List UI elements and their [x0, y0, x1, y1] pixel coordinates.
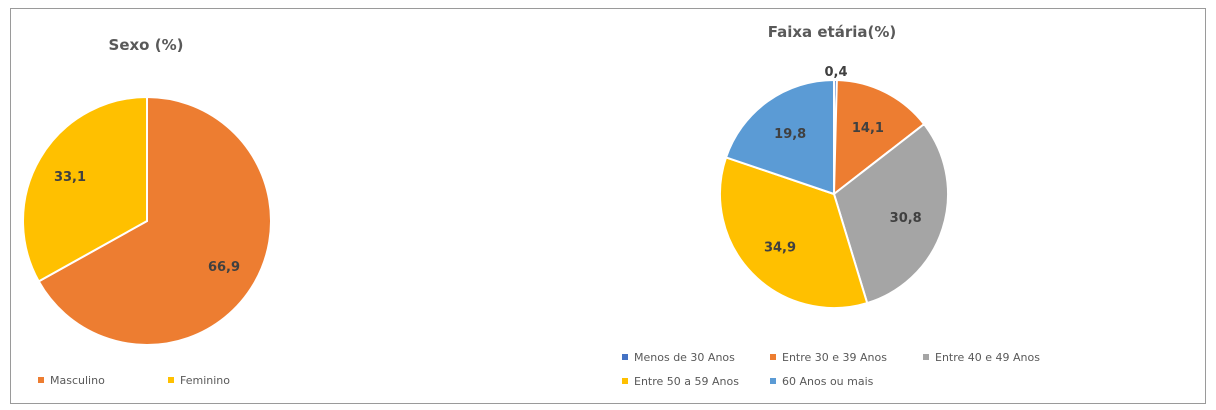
- legend-swatch: [622, 378, 628, 384]
- pie-slice-60-anos-ou-mais: [724, 78, 835, 196]
- data-label-menos-de-30-anos: 0,4: [824, 65, 847, 80]
- pie-slice-entre-50-a-59-anos: [719, 156, 869, 310]
- age-pie-slices: [719, 78, 949, 310]
- legend-swatch: [38, 377, 44, 383]
- data-label-masculino: 66,9: [208, 260, 240, 275]
- pie-slice-entre-40-e-49-anos: [832, 122, 949, 305]
- legend-swatch: [168, 377, 174, 383]
- legend-swatch: [770, 378, 776, 384]
- legend-swatch: [622, 354, 628, 360]
- chart-frame: [10, 8, 1206, 404]
- sex-pie-labels: 66,9 33,1: [54, 170, 240, 275]
- legend-label: Menos de 30 Anos: [634, 351, 735, 364]
- legend-item-entre-50-a-59-anos: Entre 50 a 59 Anos: [622, 375, 739, 388]
- data-label-entre-50-a-59-anos: 34,9: [764, 240, 796, 255]
- pie-slice-feminino: [22, 95, 148, 283]
- legend-swatch: [923, 354, 929, 360]
- pie-slice-entre-30-e-39-anos: [832, 79, 926, 197]
- sex-legend: Masculino Feminino: [38, 374, 230, 387]
- legend-swatch: [770, 354, 776, 360]
- data-label-feminino: 33,1: [54, 170, 86, 185]
- pie-slice-masculino: [37, 95, 272, 346]
- legend-label: Feminino: [180, 374, 230, 387]
- data-label-entre-30-e-39-anos: 14,1: [852, 121, 884, 136]
- legend-item-60-anos-ou-mais: 60 Anos ou mais: [770, 375, 874, 388]
- legend-label: 60 Anos ou mais: [782, 375, 874, 388]
- legend-label: Entre 40 e 49 Anos: [935, 351, 1040, 364]
- data-label-60-anos-ou-mais: 19,8: [774, 127, 806, 142]
- age-chart-title: Faixa etária(%): [768, 23, 897, 41]
- legend-label: Masculino: [50, 374, 105, 387]
- legend-label: Entre 50 a 59 Anos: [634, 375, 739, 388]
- legend-item-entre-40-e-49-anos: Entre 40 e 49 Anos: [923, 351, 1040, 364]
- sex-pie-slices: [22, 95, 272, 346]
- legend-item-menos-de-30-anos: Menos de 30 Anos: [622, 351, 735, 364]
- age-pie-chart: Faixa etária(%) 0,4 14,1 30,8 34,9 19,8 Meno…: [622, 23, 1040, 388]
- legend-label: Entre 30 e 39 Anos: [782, 351, 887, 364]
- legend-item-entre-30-e-39-anos: Entre 30 e 39 Anos: [770, 351, 887, 364]
- sex-chart-title: Sexo (%): [109, 36, 184, 54]
- age-legend: Menos de 30 Anos Entre 30 e 39 Anos Entre …: [622, 351, 1040, 388]
- age-pie-labels: 0,4 14,1 30,8 34,9 19,8: [764, 65, 922, 255]
- data-label-entre-40-e-49-anos: 30,8: [890, 211, 922, 226]
- legend-item-masculino: Masculino: [38, 374, 105, 387]
- sex-pie-chart: Sexo (%) 66,9 33,1 Masculino Feminino: [22, 36, 272, 387]
- legend-item-feminino: Feminino: [168, 374, 230, 387]
